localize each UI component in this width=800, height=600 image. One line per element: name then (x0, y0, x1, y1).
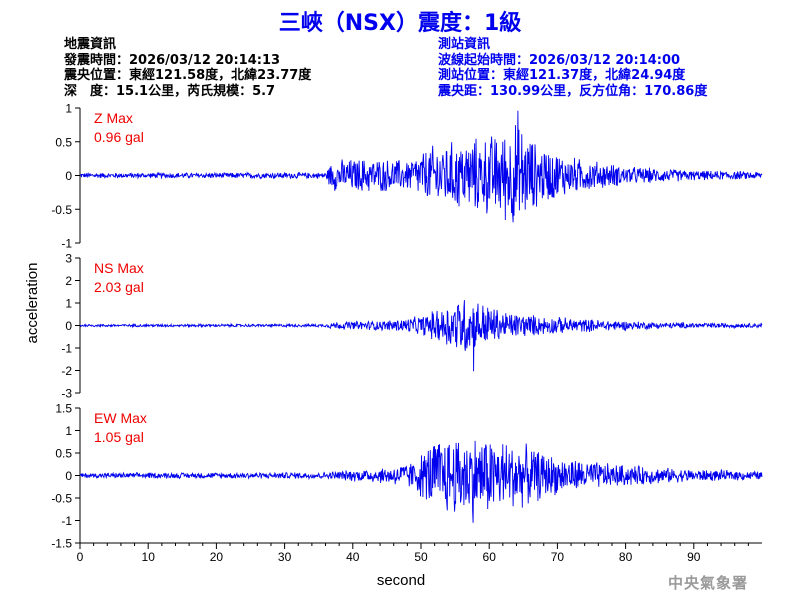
y-tick-label: 0.5 (55, 135, 72, 149)
trace-ns (79, 300, 763, 372)
x-tick-label: 70 (551, 550, 565, 564)
y-tick-label: -2 (61, 364, 72, 378)
y-tick-label: 1.5 (55, 402, 72, 416)
panel-ns: -3 -2 -1 0 1 2 3 NS Max 2.03 gal (61, 252, 763, 401)
x-tick-label: 40 (346, 550, 360, 564)
quake-info-block: 地震資訊 發震時間：2026/03/12 20:14:13 震央位置：東經121… (64, 37, 311, 99)
x-tick-label: 20 (210, 550, 224, 564)
x-tick-label: 90 (687, 550, 701, 564)
y-tick-label: -0.5 (51, 492, 72, 506)
x-tick-label: 80 (619, 550, 633, 564)
x-tick-label: 10 (142, 550, 156, 564)
max-value-label: 1.05 gal (94, 429, 144, 445)
x-tick-label: 50 (414, 550, 428, 564)
y-tick-label: -1 (61, 237, 72, 251)
max-value-label: 0.96 gal (94, 129, 144, 145)
y-tick-label: -3 (61, 387, 72, 401)
y-tick-label: 0 (65, 319, 72, 333)
y-tick-label: 1 (65, 424, 72, 438)
trace-z (79, 110, 763, 223)
y-tick-label: 0 (65, 469, 72, 483)
y-axis-label: acceleration (24, 263, 41, 344)
quake-info-heading: 地震資訊 (64, 37, 117, 52)
panel-z: -1 -0.5 0 0.5 1 Z Max 0.96 gal (51, 102, 763, 251)
y-tick-label: 2 (65, 274, 72, 288)
max-label: EW Max (94, 410, 147, 426)
station-info-heading: 測站資訊 (438, 37, 491, 52)
quake-epicenter: 震央位置：東經121.58度，北緯23.77度 (64, 68, 312, 83)
quake-depth-magnitude: 深 度：15.1公里，芮氏規模：5.7 (64, 83, 276, 99)
y-tick-label: 0.5 (55, 447, 72, 461)
y-tick-label: 1 (65, 102, 72, 116)
x-tick-label: 30 (278, 550, 292, 564)
chart-title: 三峽（NSX）震度：1級 (278, 11, 522, 36)
trace-ew (79, 440, 763, 523)
agency-footer: 中央氣象署 (667, 574, 748, 592)
panel-ew: -1.5 -1 -0.5 0 0.5 1 1.5 EW Max 1.05 gal (51, 402, 763, 551)
max-label: Z Max (94, 110, 133, 126)
x-tick-label: 60 (483, 550, 497, 564)
station-location: 測站位置：東經121.37度，北緯24.94度 (438, 68, 686, 83)
y-tick-label: 0 (65, 169, 72, 183)
y-tick-label: -1.5 (51, 537, 72, 551)
max-value-label: 2.03 gal (94, 279, 144, 295)
y-tick-label: 1 (65, 297, 72, 311)
station-wave-start: 波線起始時間：2026/03/12 20:14:00 (438, 52, 681, 68)
y-tick-label: -1 (61, 342, 72, 356)
station-info-block: 測站資訊 波線起始時間：2026/03/12 20:14:00 測站位置：東經1… (438, 37, 707, 99)
y-tick-label: -1 (61, 514, 72, 528)
max-label: NS Max (94, 260, 144, 276)
y-tick-label: -0.5 (51, 203, 72, 217)
station-distance: 震央距：130.99公里，反方位角：170.86度 (438, 83, 708, 99)
y-tick-label: 3 (65, 252, 72, 266)
x-tick-label: 0 (77, 550, 84, 564)
quake-time: 發震時間：2026/03/12 20:14:13 (64, 52, 281, 68)
x-axis-label: second (377, 572, 425, 589)
